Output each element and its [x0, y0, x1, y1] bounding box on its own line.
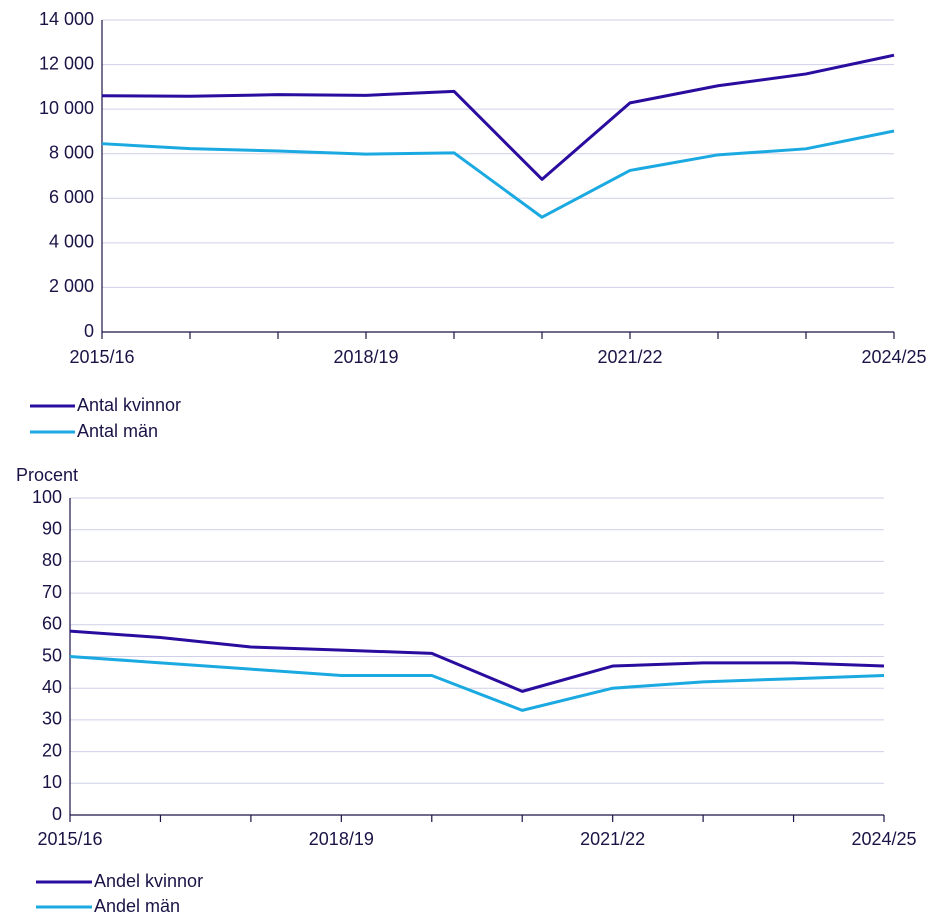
- y-tick-label: 60: [42, 614, 62, 634]
- y-tick-label: 20: [42, 740, 62, 760]
- legend-label: Andel kvinnor: [94, 871, 203, 891]
- y-tick-label: 10 000: [39, 98, 94, 118]
- series-line: [101, 53, 895, 181]
- legend-label: Andel män: [94, 896, 180, 915]
- y-axis-label: Procent: [16, 465, 78, 485]
- y-tick-label: 70: [42, 582, 62, 602]
- y-tick-label: 4 000: [49, 232, 94, 252]
- y-tick-label: 2 000: [49, 276, 94, 296]
- x-tick-label: 2018/19: [309, 829, 374, 849]
- x-tick-label: 2015/16: [69, 347, 134, 367]
- y-tick-label: 90: [42, 518, 62, 538]
- y-tick-label: 8 000: [49, 142, 94, 162]
- legend-label: Antal män: [77, 421, 158, 441]
- x-tick-label: 2021/22: [580, 829, 645, 849]
- x-tick-label: 2021/22: [597, 347, 662, 367]
- y-tick-label: 50: [42, 645, 62, 665]
- y-tick-label: 0: [52, 804, 62, 824]
- y-tick-label: 14 000: [39, 9, 94, 29]
- y-tick-label: 10: [42, 772, 62, 792]
- y-tick-label: 80: [42, 550, 62, 570]
- legend-label: Antal kvinnor: [77, 395, 181, 415]
- x-tick-label: 2015/16: [37, 829, 102, 849]
- y-tick-label: 6 000: [49, 187, 94, 207]
- x-tick-label: 2018/19: [333, 347, 398, 367]
- series-line: [101, 129, 895, 219]
- y-tick-label: 12 000: [39, 53, 94, 73]
- y-tick-label: 100: [32, 487, 62, 507]
- x-tick-label: 2024/25: [861, 347, 926, 367]
- y-tick-label: 40: [42, 677, 62, 697]
- y-tick-label: 0: [84, 321, 94, 341]
- y-tick-label: 30: [42, 709, 62, 729]
- series-line: [69, 629, 885, 693]
- x-tick-label: 2024/25: [851, 829, 916, 849]
- series-line: [69, 655, 885, 712]
